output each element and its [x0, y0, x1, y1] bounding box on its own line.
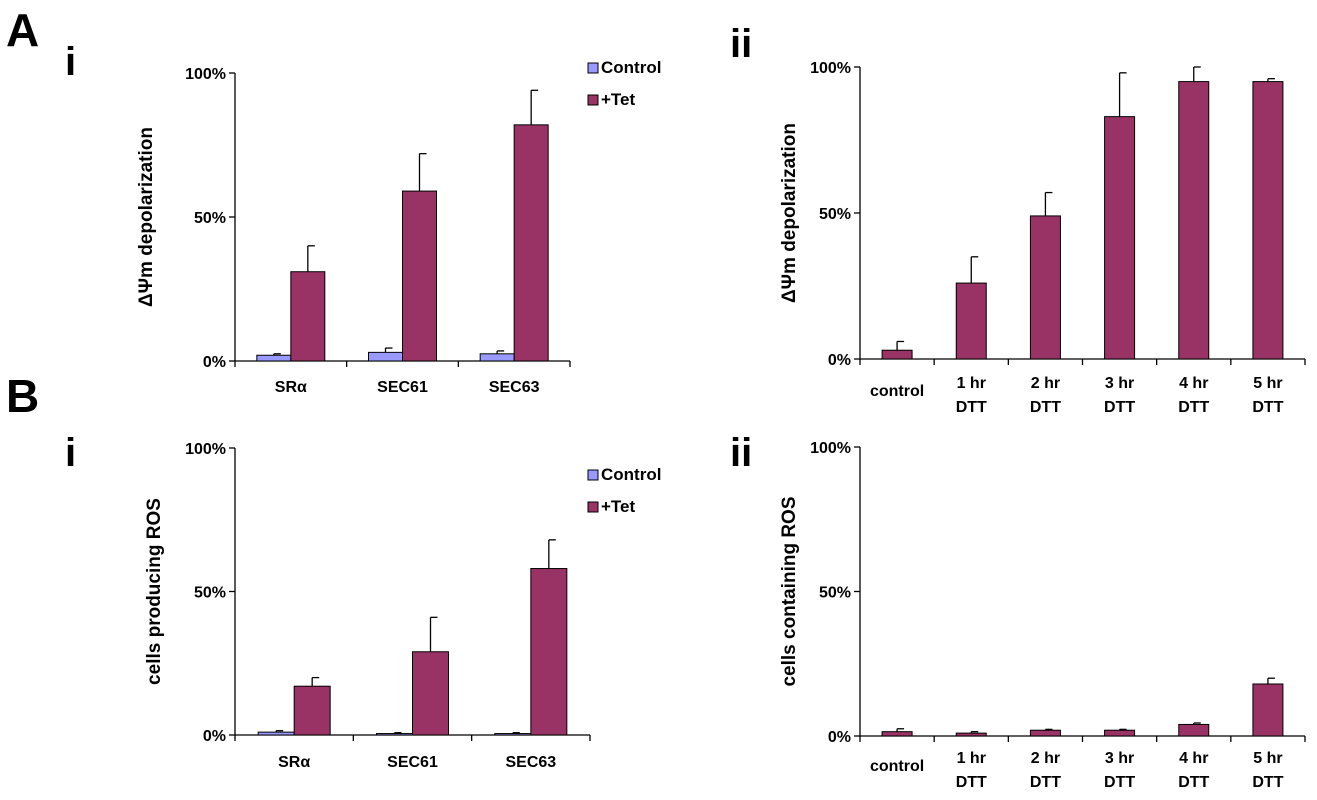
category-label: DTT	[1104, 774, 1135, 791]
y-tick-label: 50%	[194, 585, 226, 602]
category-label: SEC63	[505, 754, 556, 771]
category-label: 1 hr	[957, 375, 986, 392]
bar	[881, 731, 913, 737]
legend-label: +Tet	[601, 90, 636, 109]
y-tick-label: 100%	[185, 441, 226, 458]
sub-label: i	[65, 431, 76, 475]
legend-swatch	[587, 94, 599, 106]
sub-label: i	[65, 40, 76, 84]
category-label: SRα	[275, 379, 307, 396]
legend-label: Control	[601, 465, 661, 484]
bar	[955, 732, 987, 737]
y-tick-label: 0%	[828, 729, 851, 746]
legend-label: +Tet	[601, 497, 636, 516]
bar	[1178, 81, 1210, 360]
bar	[513, 124, 549, 362]
y-tick-label: 100%	[810, 60, 851, 77]
chart-a-ii: ii ΔΨm depolarization 0% 50% 100% control 1 hr…	[730, 22, 1306, 416]
bar	[1104, 116, 1136, 360]
category-label: DTT	[1178, 399, 1209, 416]
bar	[530, 568, 568, 736]
chart-a-i: i ΔΨm depolarization 0% 50% 100% SRα SEC61 SEC6…	[65, 40, 661, 396]
category-label: DTT	[1104, 399, 1135, 416]
legend-swatch	[587, 469, 599, 481]
bar	[257, 731, 295, 736]
bar	[494, 733, 532, 736]
bar	[479, 353, 515, 362]
category-label: 2 hr	[1031, 375, 1060, 392]
category-label: 5 hr	[1253, 375, 1282, 392]
category-label: 1 hr	[957, 750, 986, 767]
y-tick-label: 0%	[828, 352, 851, 369]
category-label: DTT	[956, 399, 987, 416]
panel-letter-b: B	[6, 370, 39, 422]
sub-label: ii	[730, 431, 752, 475]
bar	[290, 271, 326, 362]
y-tick-label: 0%	[203, 354, 226, 371]
category-label: 5 hr	[1253, 750, 1282, 767]
bar	[412, 651, 449, 736]
bar	[376, 733, 413, 736]
category-label: DTT	[1030, 774, 1061, 791]
category-label: DTT	[1178, 774, 1209, 791]
category-label: control	[870, 383, 924, 400]
y-axis-title: cells containing ROS	[779, 496, 800, 686]
category-label: 2 hr	[1031, 750, 1060, 767]
y-tick-label: 100%	[185, 66, 226, 83]
legend-swatch	[587, 62, 599, 74]
y-tick-label: 50%	[819, 206, 851, 223]
y-tick-label: 100%	[810, 440, 851, 457]
bar	[1104, 729, 1136, 737]
category-label: control	[870, 758, 924, 775]
chart-b-i: i cells producing ROS 0% 50% 100% SRα SEC61 SEC…	[65, 431, 661, 771]
bar	[1029, 729, 1061, 737]
legend-swatch	[587, 501, 599, 513]
category-label: DTT	[1252, 774, 1283, 791]
bar	[1178, 723, 1210, 737]
bar	[368, 351, 403, 362]
bar	[955, 282, 987, 360]
y-tick-label: 0%	[203, 728, 226, 745]
category-label: DTT	[1030, 399, 1061, 416]
y-tick-label: 50%	[194, 210, 226, 227]
category-label: SEC61	[387, 754, 438, 771]
category-label: 3 hr	[1105, 375, 1134, 392]
y-axis-title: cells producing ROS	[144, 498, 165, 685]
bar	[293, 685, 331, 736]
bar	[1029, 215, 1061, 360]
category-label: SRα	[278, 754, 310, 771]
category-label: 3 hr	[1105, 750, 1134, 767]
category-label: 4 hr	[1179, 375, 1208, 392]
category-label: DTT	[1252, 399, 1283, 416]
category-label: SEC61	[377, 379, 428, 396]
category-label: SEC63	[489, 379, 540, 396]
bar	[402, 190, 437, 362]
bar	[256, 354, 292, 362]
category-label: DTT	[956, 774, 987, 791]
chart-b-ii: ii cells containing ROS 0% 50% 100% control 1 …	[730, 431, 1306, 791]
legend-label: Control	[601, 58, 661, 77]
bar	[1252, 81, 1284, 360]
y-axis-title: ΔΨm depolarization	[779, 123, 800, 303]
bar	[1252, 683, 1284, 737]
panel-letter-a: A	[6, 4, 39, 56]
y-tick-label: 50%	[819, 585, 851, 602]
sub-label: ii	[730, 22, 752, 66]
category-label: 4 hr	[1179, 750, 1208, 767]
y-axis-title: ΔΨm depolarization	[136, 127, 157, 307]
bar	[881, 349, 913, 360]
